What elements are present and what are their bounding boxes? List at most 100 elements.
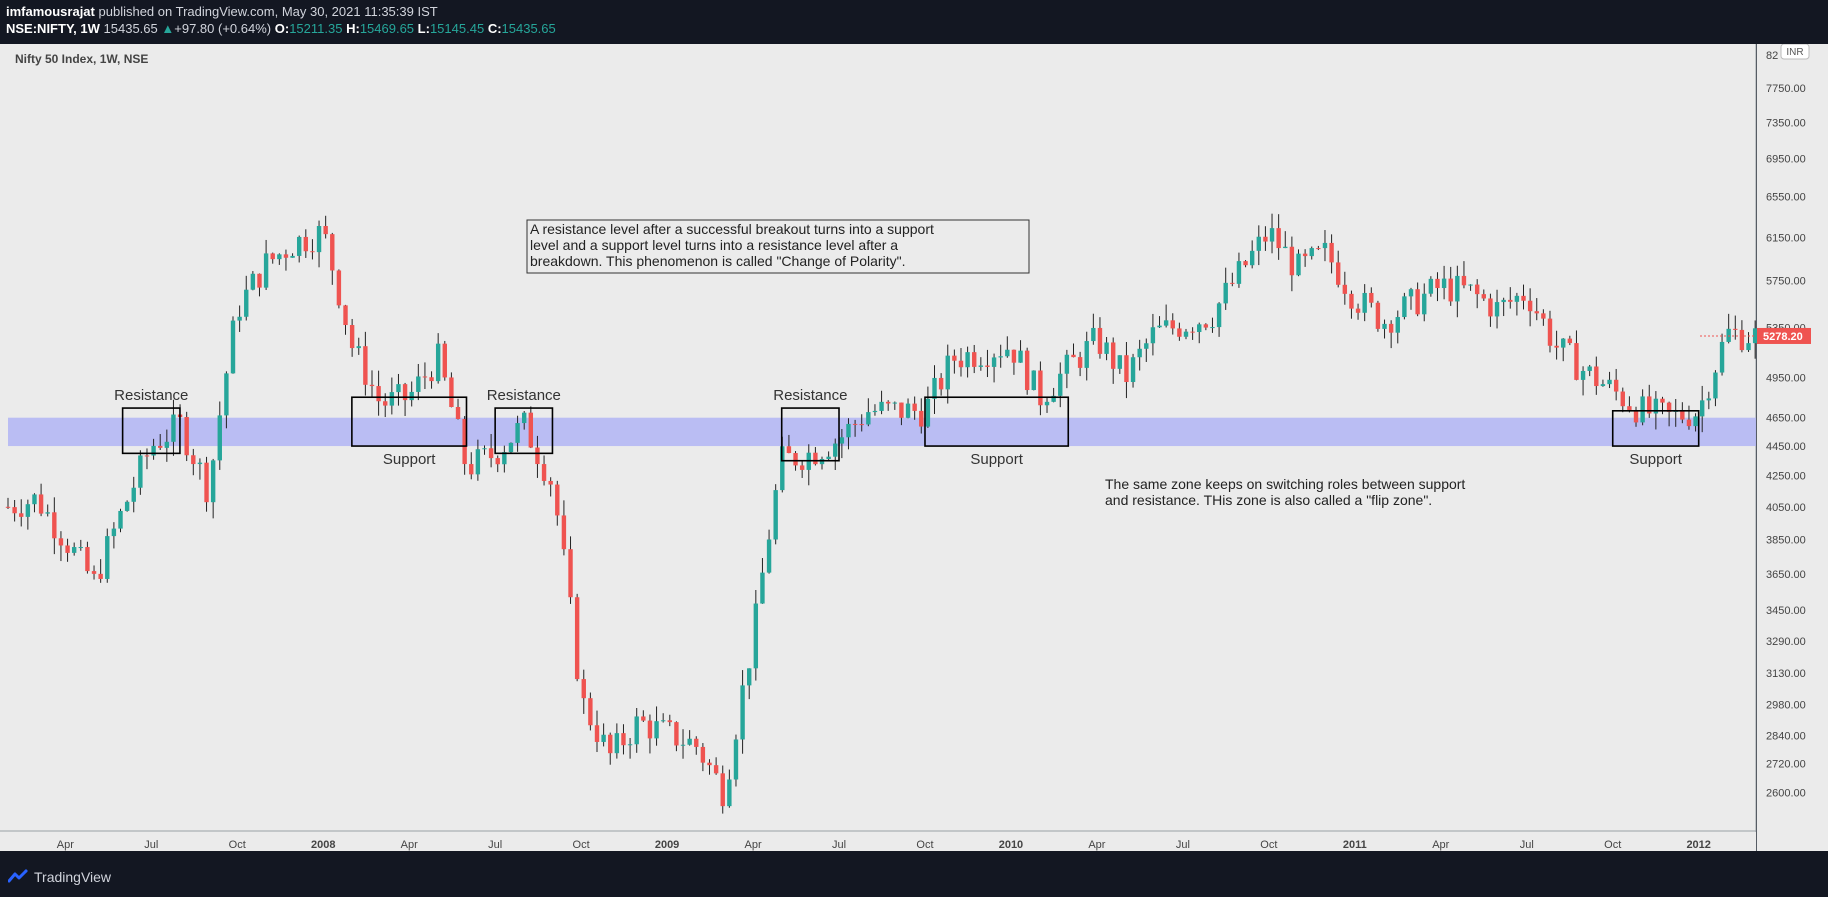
candle-body: [1600, 384, 1606, 387]
candle-body: [958, 360, 964, 368]
level-box-label: Support: [1629, 451, 1682, 468]
candle-body: [1163, 320, 1169, 326]
price-axis[interactable]: [1757, 44, 1828, 851]
candle-body: [1415, 289, 1420, 315]
candle-body: [1388, 323, 1394, 333]
up-arrow-icon: ▲: [161, 21, 175, 36]
candle-body: [1660, 398, 1665, 403]
candle-body: [634, 716, 639, 745]
open-key: O:: [274, 21, 290, 36]
candle-body: [707, 762, 712, 766]
candle-body: [1488, 298, 1493, 317]
flip-zone-note-line: The same zone keeps on switching roles b…: [1105, 476, 1465, 492]
candle-body: [1686, 419, 1692, 427]
price-tick-label: 5750.00: [1766, 276, 1806, 288]
published-text: published on TradingView.com, May 30, 20…: [98, 4, 438, 19]
candle-body: [12, 507, 17, 514]
time-tick-label: Jul: [1176, 839, 1190, 851]
candle-body: [998, 356, 1003, 358]
price-tick-label: 2600.00: [1766, 788, 1806, 800]
candle-body: [1336, 262, 1341, 285]
candle-body: [1177, 328, 1182, 337]
candle-body: [1349, 293, 1354, 309]
chart-header: imfamousrajat published on TradingView.c…: [0, 0, 1828, 44]
candle-body: [52, 512, 57, 539]
candle-body: [938, 377, 944, 390]
candle-body: [727, 779, 732, 807]
candle-body: [71, 547, 77, 553]
currency-badge[interactable]: [1780, 44, 1810, 60]
flip-zone-layer: [8, 417, 1756, 447]
candle-body: [760, 572, 765, 604]
candle-body: [905, 403, 911, 418]
candle-body: [1170, 320, 1175, 329]
candle-body: [528, 412, 534, 448]
candle-body: [1071, 354, 1076, 358]
tradingview-icon: [8, 869, 28, 883]
candle-body: [310, 251, 315, 253]
candle-body: [1666, 402, 1672, 412]
candle-body: [376, 386, 381, 402]
ohlc-line: NSE:NIFTY, 1W 15435.65 ▲+97.80 (+0.64%) …: [6, 21, 556, 36]
candle-body: [85, 547, 90, 572]
annotations-layer: A resistance level after a successful br…: [526, 219, 1465, 508]
candle-body: [91, 571, 97, 574]
candle-body: [230, 320, 236, 374]
candle-body: [1574, 343, 1579, 380]
candle-body: [1580, 370, 1586, 380]
candle-body: [833, 443, 838, 457]
candle-body: [1362, 292, 1367, 313]
open-value: 15211.35: [289, 21, 343, 36]
candle-body: [1428, 278, 1434, 294]
candle-body: [972, 352, 977, 367]
level-box-label: Resistance: [114, 387, 188, 404]
candle-body: [144, 455, 150, 457]
candle-body: [1561, 338, 1566, 348]
candle-body: [819, 459, 825, 465]
flip-zone-band: [8, 417, 1756, 447]
author-name[interactable]: imfamousrajat: [6, 4, 95, 19]
candle-body: [409, 391, 414, 401]
time-tick-label: Oct: [916, 839, 933, 851]
candle-body: [1289, 246, 1295, 276]
price-tick-label: 3650.00: [1766, 569, 1806, 581]
time-tick-label: Oct: [573, 839, 590, 851]
price-chart[interactable]: Resistance Support Resistance Resistance Sup…: [0, 44, 1828, 860]
candle-body: [1461, 275, 1467, 286]
candle-body: [799, 465, 805, 470]
candle-body: [535, 447, 540, 465]
chart-area[interactable]: Resistance Support Resistance Resistance Sup…: [0, 44, 1828, 860]
candle-body: [614, 733, 620, 754]
candle-body: [932, 377, 937, 399]
price-tick-label: 4950.00: [1766, 372, 1806, 384]
candle-body: [1110, 342, 1116, 369]
candle-body: [1236, 261, 1242, 284]
last-price-tag: 5278.20: [1700, 327, 1811, 344]
candle-body: [1521, 295, 1526, 301]
polarity-note-line: A resistance level after a successful br…: [530, 221, 934, 237]
candle-body: [78, 547, 83, 549]
candle-body: [1640, 396, 1645, 423]
candle-body: [1144, 343, 1149, 349]
candle-body: [919, 410, 924, 427]
candle-body: [1455, 275, 1460, 302]
candle-body: [1713, 372, 1718, 399]
candle-body: [1680, 410, 1685, 420]
candle-body: [396, 384, 401, 393]
candle-body: [1395, 317, 1400, 333]
time-axis[interactable]: [0, 832, 1756, 851]
candle-body: [65, 545, 70, 553]
candle-body: [1157, 325, 1162, 328]
price-tick-label: 6550.00: [1766, 192, 1806, 204]
candle-body: [859, 424, 864, 426]
candle-body: [548, 480, 553, 485]
tradingview-logo[interactable]: TradingView: [8, 869, 111, 885]
candle-body: [191, 455, 196, 465]
candle-body: [1547, 318, 1553, 346]
candle-body: [892, 402, 898, 404]
candle-body: [1316, 248, 1321, 250]
candle-body: [1130, 357, 1136, 383]
candle-body: [839, 437, 845, 444]
price-tick-label: 6950.00: [1766, 153, 1806, 165]
candle-body: [330, 234, 335, 271]
